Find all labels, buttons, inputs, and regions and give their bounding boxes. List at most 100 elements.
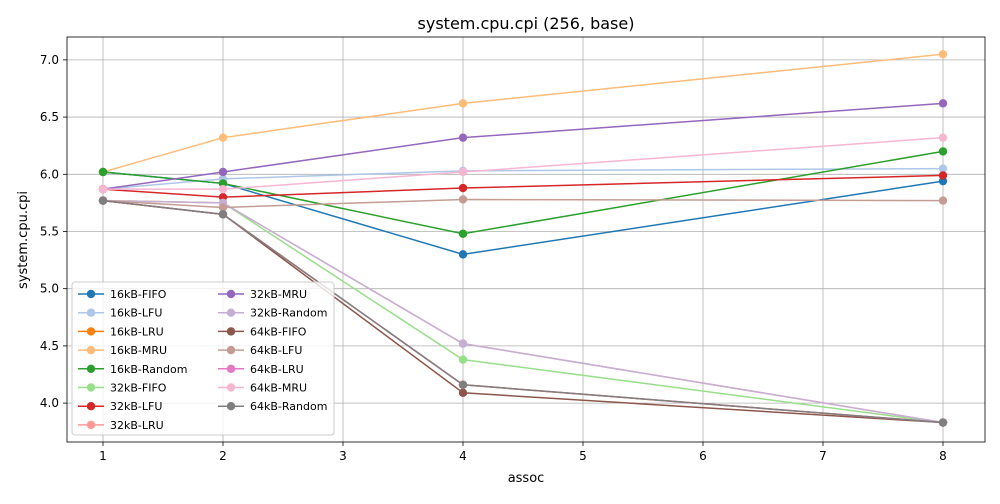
series-16kb-random (98, 147, 948, 238)
legend-label: 64kB-LFU (250, 344, 302, 357)
legend-item: 32kB-Random (218, 307, 327, 320)
series-line (102, 199, 944, 424)
data-point (218, 203, 228, 212)
x-tick-label: 1 (99, 449, 107, 463)
legend-swatch-marker (226, 327, 236, 336)
x-axis-label: assoc (508, 471, 545, 486)
legend-label: 64kB-LRU (250, 363, 304, 376)
legend: 16kB-FIFO 16kB-LFU 16kB-LRU 16kB-MRU 16kB-Ra… (71, 281, 335, 436)
legend-item: 32kB-MRU (218, 288, 307, 301)
series-line (102, 102, 944, 190)
legend-label: 16kB-MRU (110, 344, 167, 357)
legend-item: 16kB-FIFO (78, 288, 167, 301)
legend-item: 64kB-LRU (218, 363, 304, 376)
legend-swatch-marker (86, 327, 96, 336)
data-point (938, 164, 948, 173)
series-line (102, 198, 944, 209)
series-line (102, 174, 944, 198)
legend-swatch-marker (86, 402, 96, 411)
y-tick-label: 7.0 (40, 53, 59, 67)
legend-item: 64kB-Random (218, 400, 327, 413)
legend-label: 32kB-FIFO (110, 382, 167, 395)
data-point (458, 167, 468, 177)
legend-item: 64kB-FIFO (218, 325, 307, 338)
legend-item: 64kB-LFU (218, 344, 302, 357)
data-point (458, 183, 468, 193)
data-point (458, 229, 468, 238)
legend-item: 16kB-Random (78, 363, 187, 376)
data-point (458, 339, 468, 348)
data-point (98, 167, 108, 177)
series-line (102, 167, 944, 190)
x-tick-label: 5 (579, 449, 587, 463)
legend-label: 16kB-FIFO (110, 288, 167, 301)
data-point (458, 250, 468, 259)
y-tick-label: 4.0 (40, 396, 59, 410)
data-point (458, 355, 468, 364)
data-point (98, 184, 108, 194)
data-point (938, 133, 948, 142)
data-point (218, 133, 228, 142)
legend-label: 32kB-LRU (110, 419, 164, 432)
legend-box (71, 281, 335, 436)
legend-label: 64kB-FIFO (250, 325, 307, 338)
data-point (938, 418, 948, 427)
legend-swatch-marker (86, 345, 96, 355)
x-tick-label: 3 (339, 449, 347, 463)
legend-swatch-marker (86, 383, 96, 392)
data-point (938, 196, 948, 205)
data-point (938, 99, 948, 108)
y-tick-label: 6.0 (40, 167, 59, 181)
legend-item: 16kB-LRU (78, 325, 164, 338)
data-point (458, 99, 468, 108)
data-point (98, 196, 108, 205)
legend-swatch-marker (86, 308, 96, 317)
y-tick-label: 5.5 (40, 224, 59, 238)
chart-title: system.cpu.cpi (256, base) (418, 14, 635, 33)
legend-item: 32kB-FIFO (78, 382, 167, 395)
series-16kb-mru (98, 49, 948, 177)
series-line (102, 199, 944, 424)
legend-item: 32kB-LRU (78, 419, 164, 432)
legend-label: 32kB-Random (250, 307, 327, 320)
legend-item: 16kB-LFU (78, 307, 162, 320)
x-tick-label: 4 (459, 449, 467, 463)
ticks: 1 2 3 4 5 6 7 8 4.0 4.5 5.0 5.5 6.0 6.5 7.0 (40, 53, 947, 463)
legend-swatch-marker (226, 308, 236, 317)
data-point (458, 195, 468, 204)
data-point (218, 184, 228, 194)
legend-item: 64kB-MRU (218, 382, 307, 395)
legend-swatch-marker (226, 345, 236, 355)
data-point (938, 49, 948, 59)
series-line (102, 150, 944, 235)
legend-label: 64kB-Random (250, 400, 327, 413)
legend-label: 16kB-LFU (110, 307, 162, 320)
y-tick-label: 6.5 (40, 110, 59, 124)
legend-label: 64kB-MRU (250, 382, 307, 395)
y-tick-label: 5.0 (40, 282, 59, 296)
legend-label: 16kB-LRU (110, 325, 164, 338)
y-axis-label: system.cpu.cpi (16, 191, 31, 289)
x-tick-label: 8 (939, 449, 947, 463)
data-point (218, 167, 228, 177)
series-layer (98, 49, 948, 427)
y-tick-label: 4.5 (40, 339, 59, 353)
series-64kb-random (98, 196, 948, 427)
data-point (458, 380, 468, 389)
legend-label: 32kB-LFU (110, 400, 162, 413)
data-point (938, 147, 948, 156)
x-tick-label: 6 (699, 449, 707, 463)
data-point (938, 171, 948, 180)
legend-swatch-marker (86, 364, 96, 373)
data-point (458, 133, 468, 142)
legend-item: 16kB-MRU (78, 344, 167, 357)
legend-label: 16kB-Random (110, 363, 187, 376)
legend-swatch-marker (86, 420, 96, 430)
data-point (218, 210, 228, 219)
x-tick-label: 7 (819, 449, 827, 463)
legend-label: 32kB-MRU (250, 288, 307, 301)
series-64kb-mru (98, 133, 948, 194)
legend-item: 32kB-LFU (78, 400, 162, 413)
